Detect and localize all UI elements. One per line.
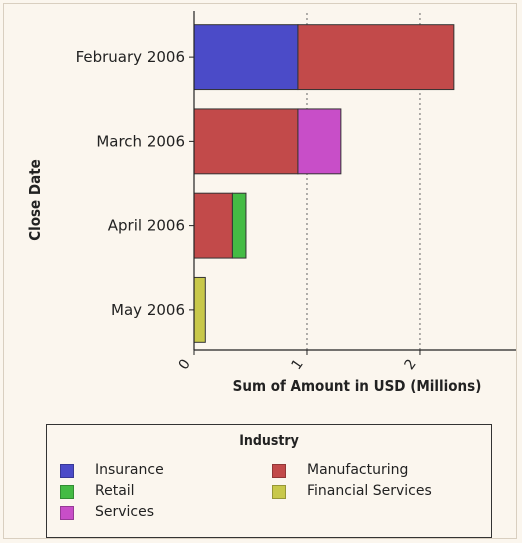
x-tick-label: 1: [289, 356, 307, 372]
legend-title: Industry: [239, 433, 299, 449]
legend: Industry Insurance Manufacturing Retail Fin…: [46, 424, 492, 538]
legend-swatch: [272, 485, 286, 499]
axes: [193, 11, 516, 351]
legend-swatch: [60, 464, 74, 478]
bar-segment-services: [297, 108, 342, 175]
bar-segment-manufacturing: [297, 24, 455, 91]
bar-segment-manufacturing: [193, 108, 299, 175]
legend-label: Services: [95, 504, 155, 520]
bar-segment-retail: [231, 192, 247, 259]
legend-label: Financial Services: [307, 483, 432, 499]
legend-swatch: [272, 464, 286, 478]
legend-label: Retail: [95, 483, 135, 499]
y-tick-label: February 2006: [76, 48, 185, 66]
legend-swatch: [60, 506, 74, 520]
x-tick-label: 0: [176, 356, 194, 372]
x-tick-labels: 0 1 2: [176, 350, 421, 373]
x-axis-label: Sum of Amount in USD (Millions): [233, 377, 482, 395]
bar-segment-financial-services: [193, 276, 206, 343]
y-tick-label: April 2006: [108, 217, 185, 235]
bar-segment-insurance: [193, 24, 299, 91]
bar-segment-manufacturing: [193, 192, 233, 259]
legend-label: Insurance: [95, 462, 164, 478]
y-axis-label: Close Date: [26, 159, 44, 241]
y-tick-labels: February 2006 March 2006 April 2006 May 200…: [76, 48, 194, 319]
y-tick-label: May 2006: [111, 301, 185, 319]
y-tick-label: March 2006: [96, 132, 185, 150]
x-tick-label: 2: [402, 356, 420, 372]
legend-swatch: [60, 485, 74, 499]
bars: [193, 24, 455, 343]
legend-label: Manufacturing: [307, 462, 409, 478]
